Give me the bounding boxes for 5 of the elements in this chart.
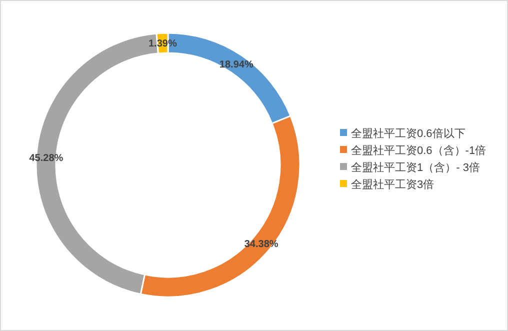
legend-label: 全盟社平工资1（含）- 3倍 [351, 161, 480, 174]
legend-label: 全盟社平工资0.6倍以下 [351, 127, 466, 140]
legend-label: 全盟社平工资3倍 [351, 178, 434, 191]
legend-label: 全盟社平工资0.6（含）-1倍 [351, 144, 486, 157]
data-label: 1.39% [148, 38, 177, 50]
